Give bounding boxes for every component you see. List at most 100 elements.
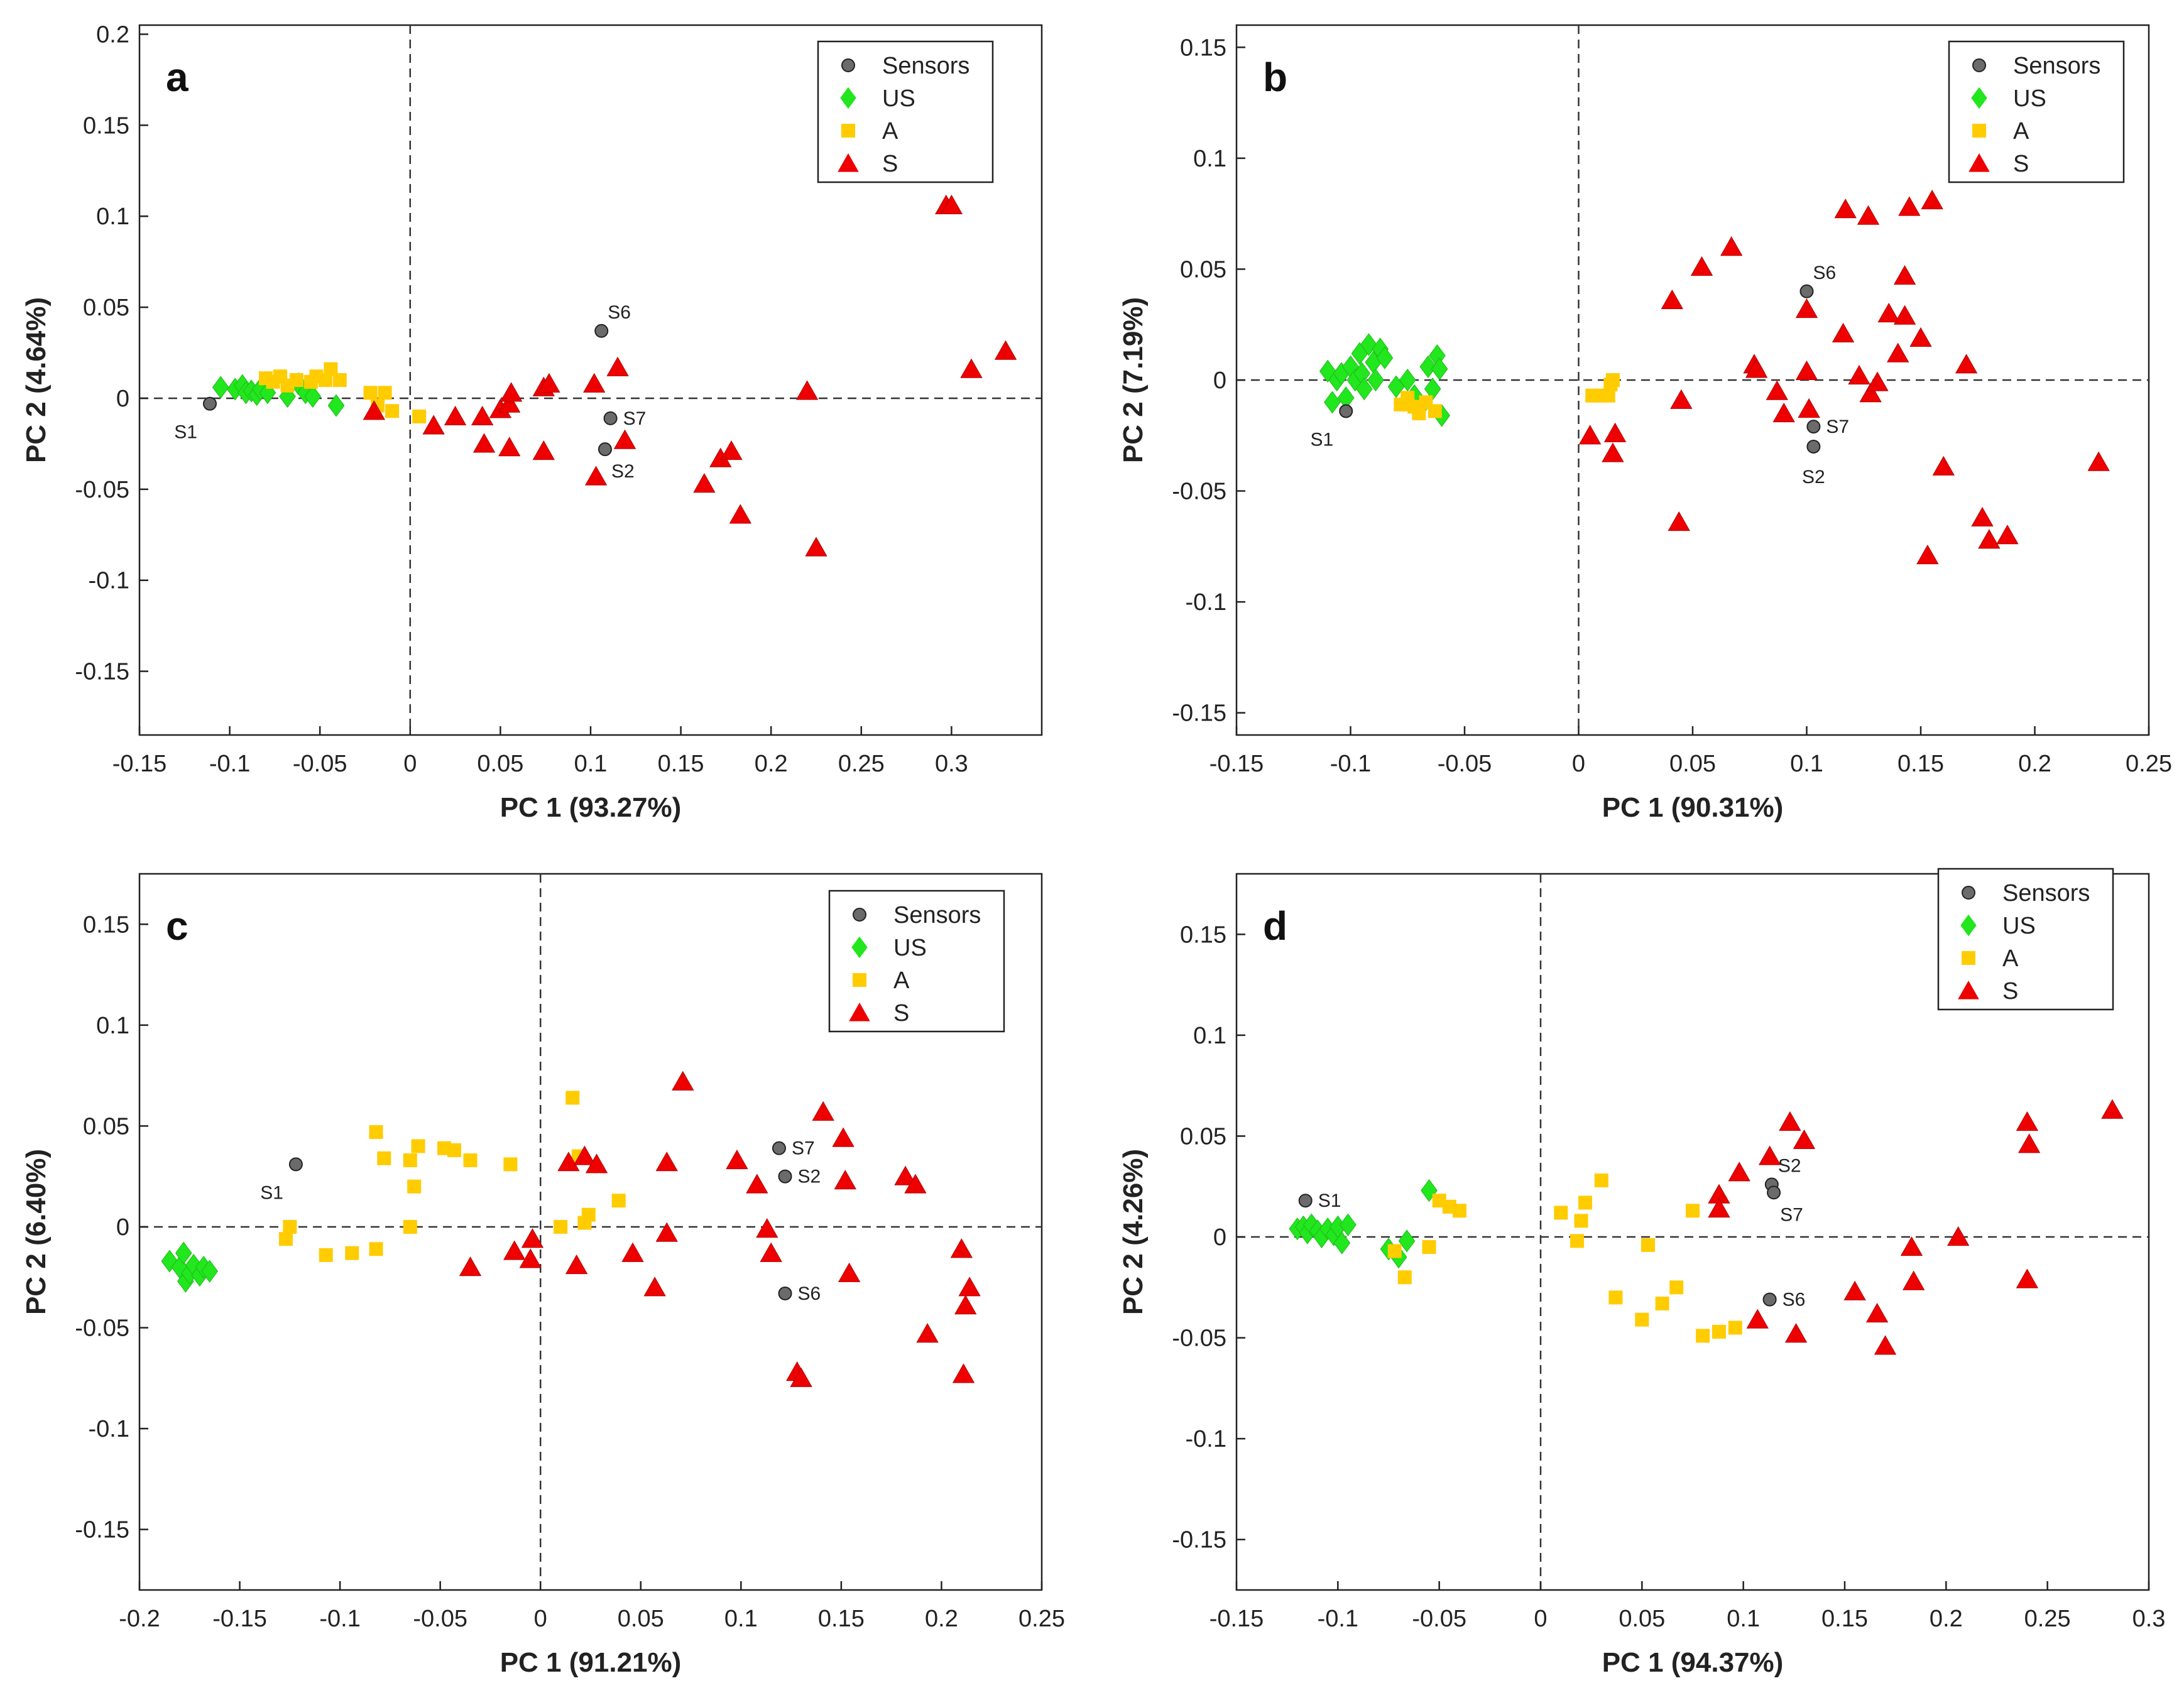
y-tick-label: -0.15 xyxy=(1172,1527,1226,1554)
s-point xyxy=(1898,196,1921,216)
s-point xyxy=(1720,236,1743,256)
sensor-point xyxy=(1762,1292,1777,1307)
x-tick-label: 0 xyxy=(403,751,417,777)
a-point xyxy=(1574,1214,1588,1228)
a-point xyxy=(1570,1234,1585,1248)
y-tick-label: -0.05 xyxy=(75,477,129,503)
s-point xyxy=(584,465,608,486)
s-point xyxy=(1779,1111,1801,1131)
a-point xyxy=(363,386,378,400)
x-tick-label: -0.1 xyxy=(209,751,250,777)
a-point xyxy=(1696,1329,1710,1343)
legend-s-marker xyxy=(838,153,859,172)
x-tick-label: -0.15 xyxy=(1209,751,1264,777)
legend-us: US xyxy=(882,85,915,112)
legend-us: US xyxy=(893,935,927,961)
s-point xyxy=(790,1367,812,1387)
sensor-label: S2 xyxy=(798,1167,821,1187)
sensor-label: S2 xyxy=(1802,467,1825,487)
y-tick-label: 0.15 xyxy=(83,112,129,139)
s-point xyxy=(838,1262,861,1282)
legend-sensors: Sensors xyxy=(893,902,981,928)
y-tick-label: 0.15 xyxy=(83,912,129,938)
a-point xyxy=(1397,1270,1412,1285)
a-point xyxy=(318,373,332,387)
s-point xyxy=(1728,1162,1750,1182)
a-point xyxy=(378,386,392,400)
x-tick-label: -0.05 xyxy=(1412,1606,1466,1632)
x-tick-label: 0.1 xyxy=(1790,751,1823,777)
legend-s: S xyxy=(2002,978,2018,1004)
a-point xyxy=(1669,1280,1684,1295)
y-axis-label: PC 2 (6.40%) xyxy=(21,1149,52,1315)
a-point xyxy=(332,373,347,387)
legend-s-marker xyxy=(1958,981,1979,999)
sensor-label: S1 xyxy=(1318,1190,1341,1211)
legend-us: US xyxy=(2002,913,2036,939)
a-point xyxy=(1554,1206,1568,1220)
s-point xyxy=(519,1248,542,1268)
legend-s: S xyxy=(2013,151,2029,177)
x-tick-label: 0.15 xyxy=(1897,751,1944,777)
s-point xyxy=(1834,199,1857,219)
s-point xyxy=(422,415,445,435)
s-point xyxy=(1947,1226,1970,1246)
x-tick-label: -0.05 xyxy=(413,1606,467,1632)
a-point xyxy=(1594,1173,1608,1188)
sensor-label: S7 xyxy=(1826,416,1849,437)
legend-sensors: Sensors xyxy=(2002,880,2090,906)
x-tick-label: -0.1 xyxy=(1330,751,1371,777)
legend-sensor-marker xyxy=(1962,886,1975,900)
s-point xyxy=(1670,389,1693,409)
y-tick-label: -0.05 xyxy=(1172,479,1226,505)
x-tick-label: 0.25 xyxy=(1018,1606,1065,1632)
sensor-point xyxy=(1799,284,1814,298)
s-point xyxy=(952,1363,975,1383)
panel-b: -0.15 -0.1 -0.05 0 0.05 0.1 0.15 0.2 0.25 -0.15 -0… xyxy=(1118,24,2172,823)
s-point xyxy=(726,1149,748,1170)
a-point xyxy=(1422,1240,1436,1255)
x-tick-label: 0.3 xyxy=(935,751,968,777)
s-point xyxy=(672,1070,694,1091)
s-point xyxy=(960,358,983,378)
y-tick-label: -0.05 xyxy=(75,1315,129,1342)
legend-us-marker xyxy=(1960,914,1977,937)
a-point xyxy=(1686,1204,1700,1218)
x-tick-label: 0.2 xyxy=(755,751,788,777)
y-tick-label: -0.1 xyxy=(1186,589,1226,616)
us-point xyxy=(1398,1229,1416,1253)
s-point xyxy=(940,194,963,214)
s-point xyxy=(2087,451,2110,471)
s-point xyxy=(1874,1335,1897,1355)
sensor-point xyxy=(1339,404,1353,418)
s-point xyxy=(538,373,560,393)
sensor-label: S2 xyxy=(611,461,635,482)
s-point xyxy=(832,1127,854,1147)
s-point xyxy=(585,1153,608,1173)
a-point xyxy=(463,1153,478,1167)
a-point xyxy=(411,1139,425,1153)
legend: Sensors US AS xyxy=(1948,40,2125,183)
s-point xyxy=(1865,1303,1889,1323)
s-point xyxy=(1690,256,1713,276)
s-point xyxy=(756,1218,778,1238)
x-tick-label: 0 xyxy=(1572,751,1585,777)
s-point xyxy=(1877,303,1900,323)
y-tick-label: 0 xyxy=(116,1214,129,1241)
legend-sensors: Sensors xyxy=(2013,53,2100,79)
panel-label: d xyxy=(1263,903,1287,949)
s-point xyxy=(1903,1270,1925,1290)
a-point xyxy=(1428,404,1442,418)
sensor-label: S7 xyxy=(792,1138,815,1159)
x-axis-label: PC 1 (90.31%) xyxy=(1602,792,1784,823)
a-point xyxy=(369,1125,383,1140)
s-point xyxy=(1832,322,1855,342)
legend-a: A xyxy=(2013,118,2029,144)
legend-s-marker xyxy=(1968,153,1990,172)
us-point xyxy=(304,384,322,408)
legend-a-marker xyxy=(841,124,855,138)
a-point xyxy=(1635,1312,1649,1327)
y-tick-label: 0.05 xyxy=(83,295,129,321)
y-tick-label: 0.1 xyxy=(96,204,129,230)
